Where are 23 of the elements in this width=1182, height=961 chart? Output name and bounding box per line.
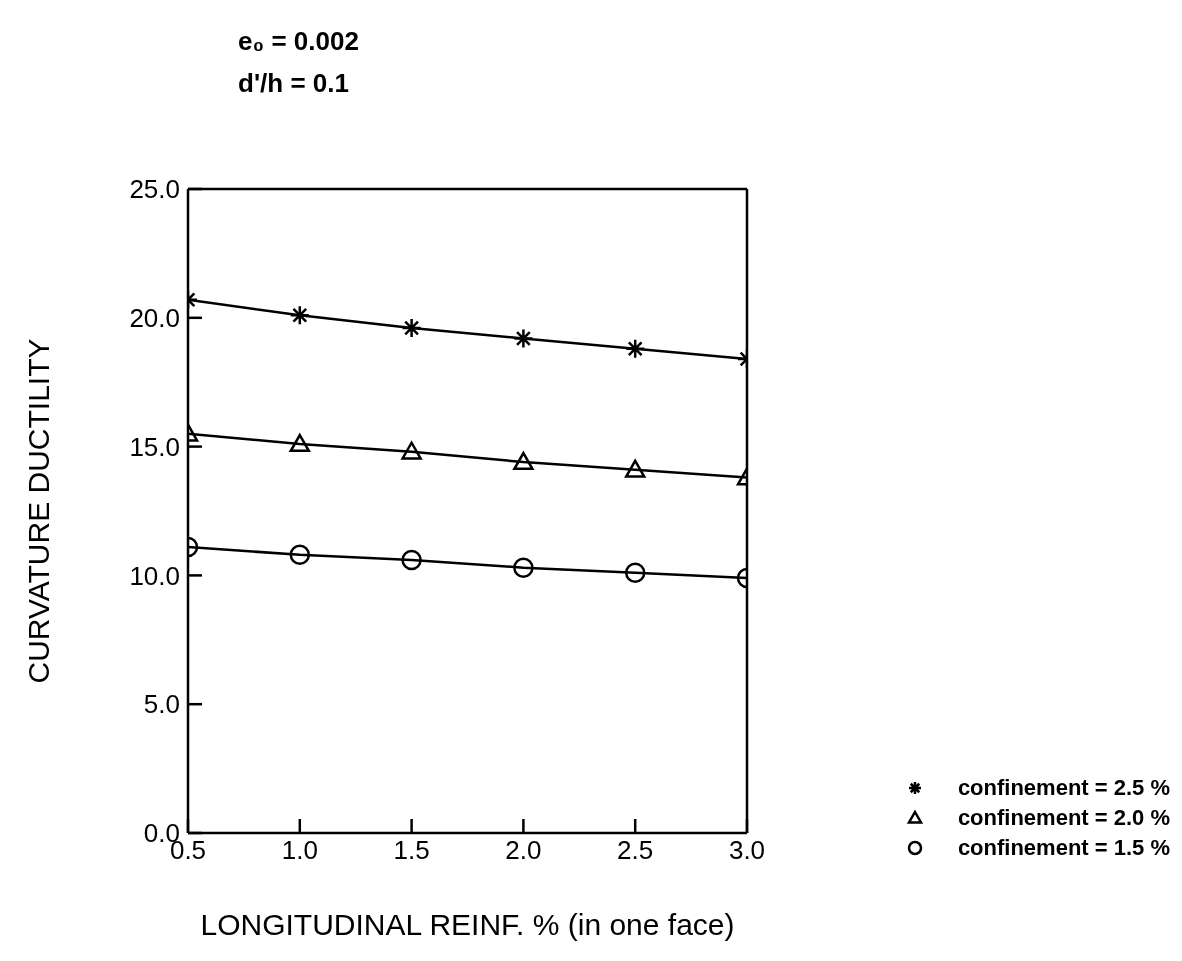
x-tick-label: 3.0 — [728, 835, 766, 866]
y-tick-label: 25.0 — [129, 174, 180, 205]
point — [513, 557, 534, 578]
x-tick-label: 1.5 — [393, 835, 430, 866]
legend-label: confinement = 1.5 % — [957, 835, 1170, 861]
point — [513, 328, 534, 349]
point — [401, 441, 422, 460]
y-tick-label: 15.0 — [129, 431, 180, 462]
text: e₀ = 0.002 — [238, 25, 359, 58]
text: d'/h = 0.1 — [238, 67, 350, 100]
y-axis-title: CURVATURE DUCTILITY — [21, 338, 55, 684]
x-tick-label: 2.0 — [505, 835, 542, 866]
point — [513, 451, 534, 471]
x-tick-label: 1.0 — [281, 835, 318, 866]
x-axis-title: LONGITUDINAL REINF. % (in one face) — [200, 908, 735, 941]
legend-label: confinement = 2.0 % — [957, 805, 1170, 831]
y-tick-label: 10.0 — [129, 560, 180, 591]
point — [401, 317, 422, 339]
legend-label: confinement = 2.5 % — [957, 775, 1170, 801]
y-tick-label: 5.0 — [143, 689, 180, 720]
y-tick-label: 20.0 — [129, 303, 180, 334]
x-tick-label: 2.5 — [617, 835, 654, 866]
point — [401, 549, 422, 571]
